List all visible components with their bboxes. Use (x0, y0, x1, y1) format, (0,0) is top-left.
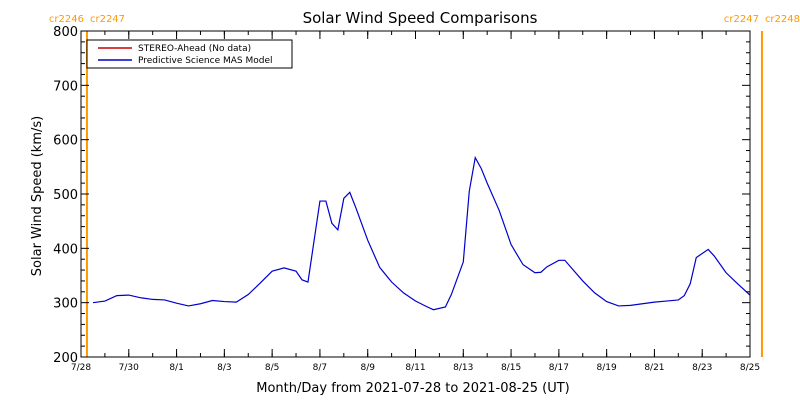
x-tick-label: 8/1 (169, 363, 183, 373)
series-line-mas-model (92, 155, 750, 311)
x-axis-ticks: 7/28 7/30 8/1 8/3 8/5 8/7 8/9 8/11 8/13 8/15 8/17 8… (71, 31, 760, 373)
y-tick-label: 800 (53, 25, 78, 40)
x-tick-label: 8/19 (597, 363, 617, 373)
x-tick-label: 8/9 (360, 363, 375, 373)
y-axis-ticks: 200 300 400 500 600 700 800 (53, 25, 750, 366)
y-tick-label: 700 (53, 79, 78, 94)
carrington-label-before: cr2246 (49, 14, 84, 25)
carrington-label-after: cr2247 (90, 14, 125, 25)
legend-label-mas-model: Predictive Science MAS Model (138, 56, 273, 66)
legend-box (86, 39, 293, 69)
x-tick-label: 8/23 (692, 363, 712, 373)
x-tick-label: 8/3 (217, 363, 231, 373)
y-tick-label: 200 (53, 351, 78, 366)
carrington-label-after: cr2248 (765, 14, 800, 25)
x-tick-label: 8/17 (549, 363, 569, 373)
x-tick-label: 8/15 (501, 363, 521, 373)
x-axis-title: Month/Day from 2021-07-28 to 2021-08-25 … (256, 381, 569, 396)
y-tick-label: 400 (53, 242, 78, 257)
y-tick-label: 500 (53, 188, 78, 203)
chart-title: Solar Wind Speed Comparisons (303, 9, 538, 27)
x-tick-label: 8/5 (265, 363, 279, 373)
x-tick-label: 8/7 (313, 363, 327, 373)
carrington-labels: cr2246 cr2247 cr2247 cr2248 (49, 14, 800, 25)
x-tick-label: 8/11 (405, 363, 425, 373)
x-tick-label: 8/25 (740, 363, 760, 373)
x-tick-label: 8/21 (644, 363, 664, 373)
x-tick-label: 8/13 (453, 363, 473, 373)
x-tick-label: 7/28 (71, 363, 91, 373)
y-tick-label: 600 (53, 134, 78, 149)
legend: STEREO-Ahead (No data) Predictive Scienc… (86, 39, 293, 69)
y-axis-title: Solar Wind Speed (km/s) (30, 116, 45, 276)
y-tick-label: 300 (53, 297, 78, 312)
carrington-label-before: cr2247 (724, 14, 759, 25)
legend-label-stereo-ahead: STEREO-Ahead (No data) (138, 44, 251, 54)
x-tick-label: 7/30 (119, 363, 139, 373)
